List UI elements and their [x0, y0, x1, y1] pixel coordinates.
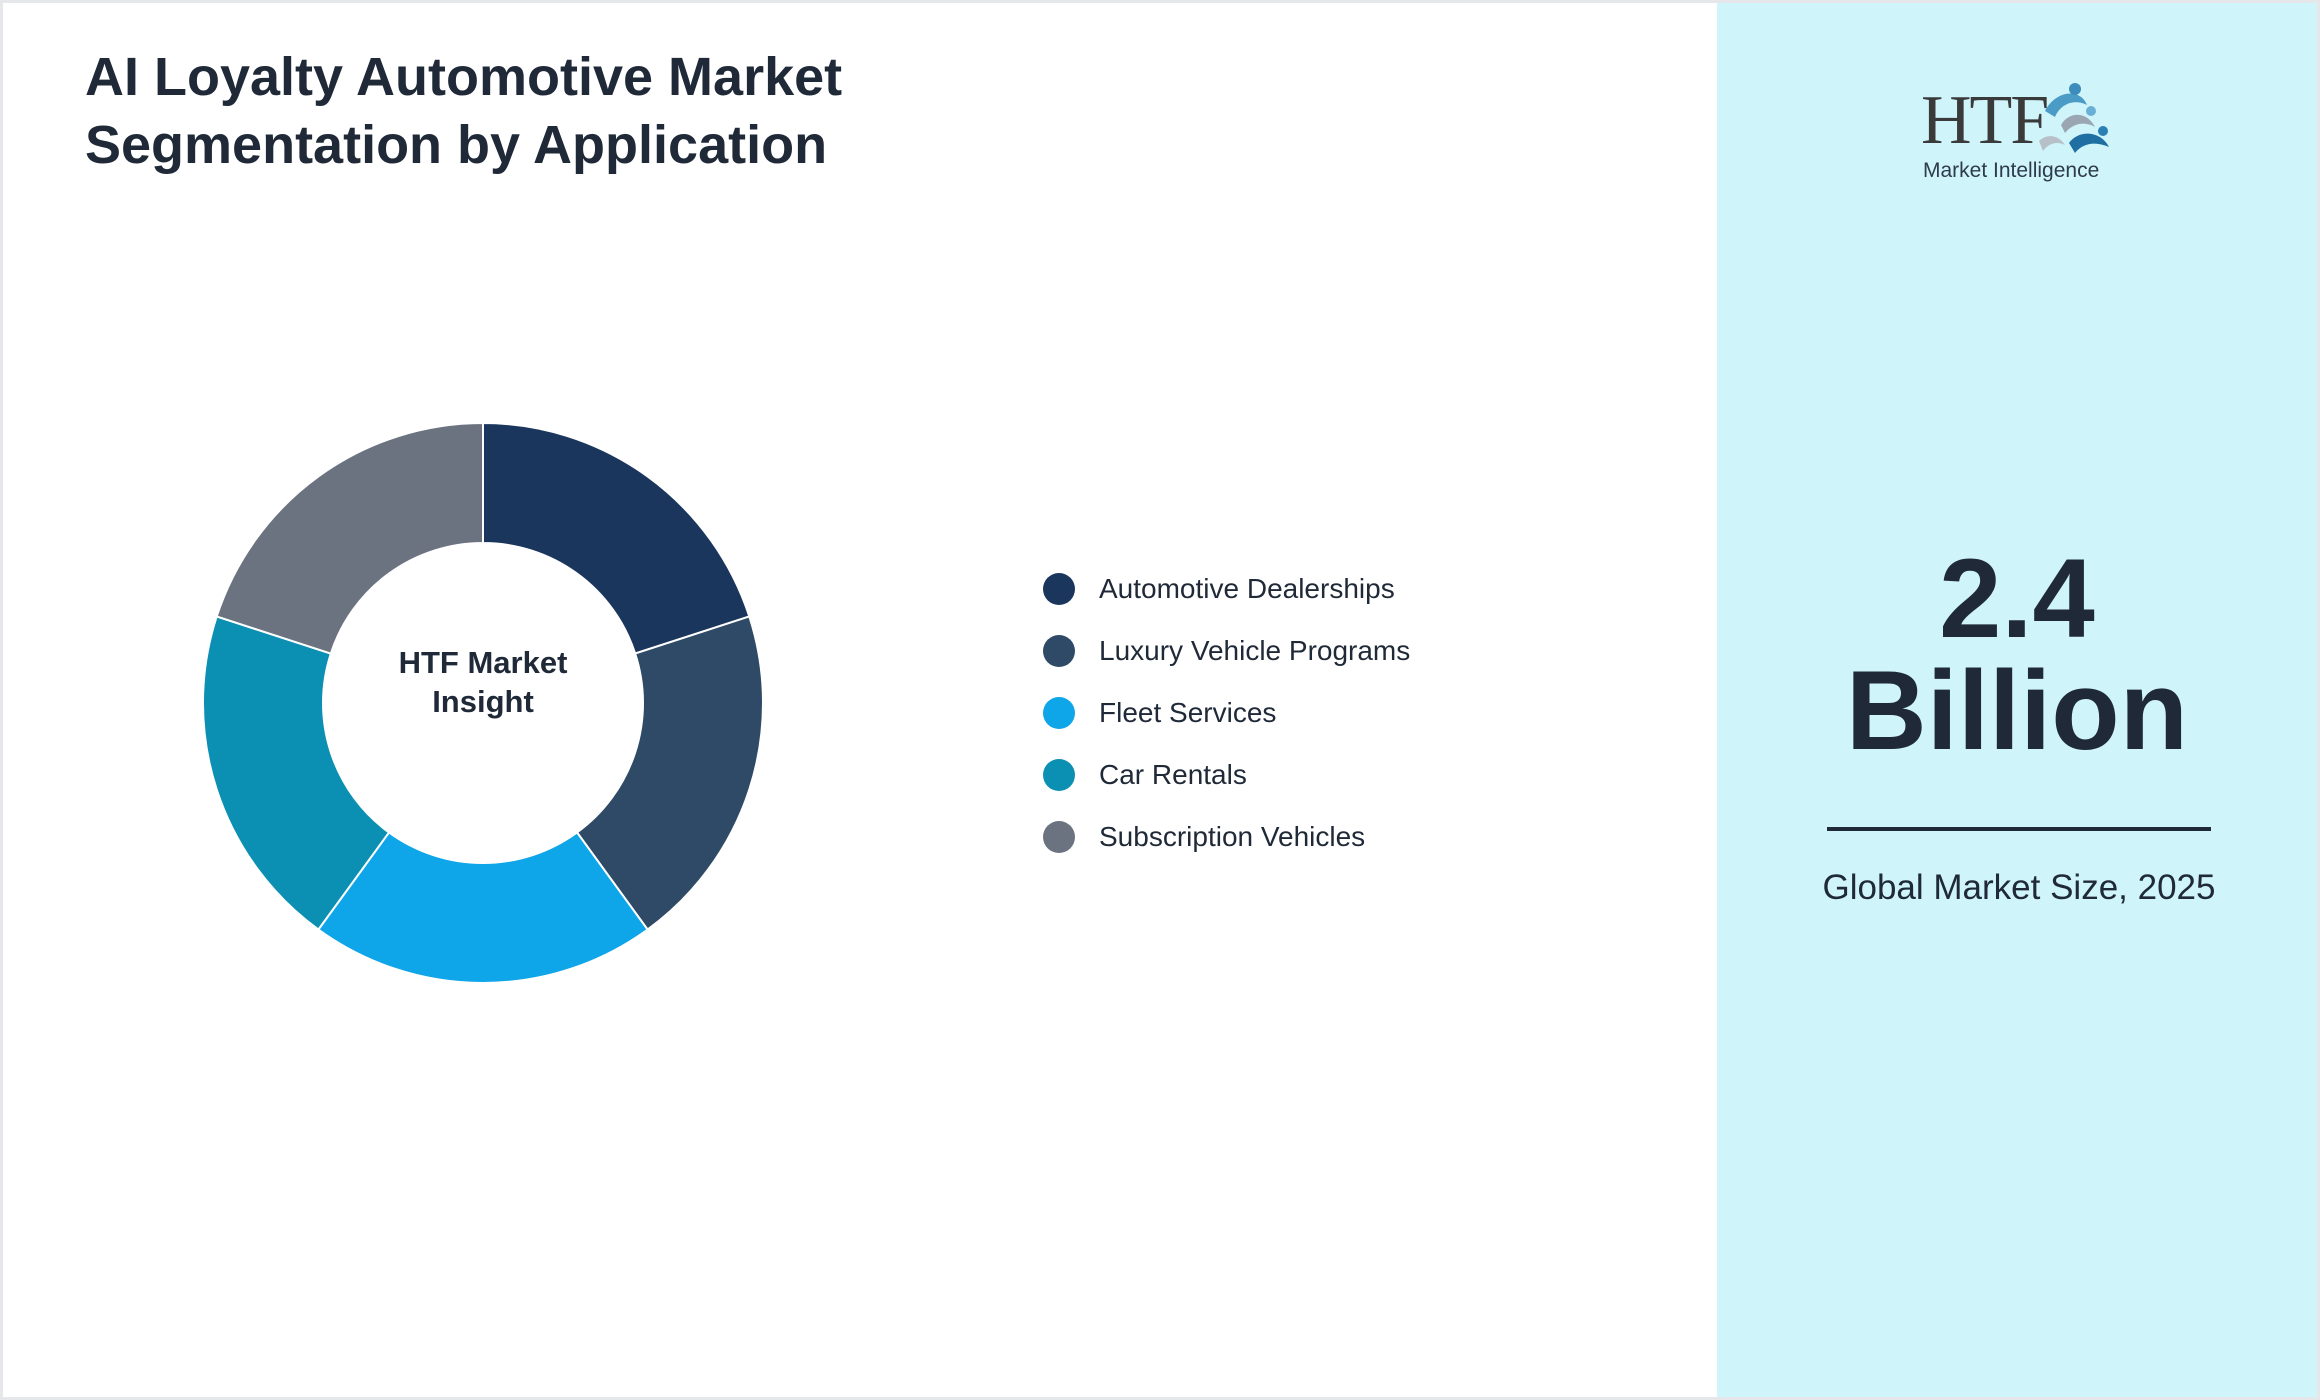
- legend: Automotive Dealerships Luxury Vehicle Pro…: [1043, 558, 1410, 868]
- chart-title: AI Loyalty Automotive Market Segmentatio…: [85, 47, 843, 175]
- donut-svg: [202, 421, 764, 985]
- legend-swatch: [1043, 759, 1075, 791]
- legend-swatch: [1043, 635, 1075, 667]
- divider-line: [1827, 827, 2211, 831]
- legend-label: Subscription Vehicles: [1099, 821, 1366, 852]
- logo-subtitle: Market Intelligence: [1923, 159, 2100, 182]
- side-panel: HTF Market Intelligence 2.4 Billion Glob…: [1717, 3, 2317, 1397]
- logo-letters: HTF: [1921, 82, 2049, 159]
- htf-logo: HTF Market Intelligence: [1921, 81, 2121, 191]
- donut-slice-car-rentals: [202, 615, 391, 931]
- legend-item-car-rentals: Car Rentals: [1043, 744, 1410, 806]
- legend-item-subscription-vehicles: Subscription Vehicles: [1043, 806, 1410, 868]
- donut-slice-automotive-dealerships: [482, 421, 751, 655]
- donut-slice-subscription-vehicles: [215, 421, 484, 655]
- legend-label: Automotive Dealerships: [1099, 573, 1395, 604]
- legend-item-fleet-services: Fleet Services: [1043, 682, 1410, 744]
- legend-swatch: [1043, 697, 1075, 729]
- legend-swatch: [1043, 821, 1075, 853]
- donut-chart: HTF Market Insight: [163, 383, 803, 1023]
- donut-slice-luxury-vehicle-programs: [575, 615, 764, 931]
- legend-label: Car Rentals: [1099, 759, 1247, 790]
- legend-swatch: [1043, 573, 1075, 605]
- market-size-value: 2.4: [1939, 536, 2095, 661]
- market-size-caption: Global Market Size, 2025: [1822, 868, 2216, 907]
- legend-item-luxury-vehicle-programs: Luxury Vehicle Programs: [1043, 620, 1410, 682]
- donut-slice-fleet-services: [317, 831, 649, 985]
- legend-label: Fleet Services: [1099, 697, 1277, 728]
- donut-center-label: HTF Market Insight: [398, 645, 568, 719]
- legend-item-automotive-dealerships: Automotive Dealerships: [1043, 558, 1410, 620]
- market-size-unit: Billion: [1845, 648, 2189, 773]
- logo-figures-icon: [2039, 83, 2109, 153]
- legend-label: Luxury Vehicle Programs: [1099, 635, 1411, 666]
